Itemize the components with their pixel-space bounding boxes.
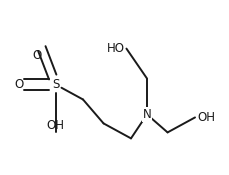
- Text: S: S: [52, 78, 59, 91]
- Text: N: N: [142, 108, 151, 121]
- Text: HO: HO: [107, 42, 125, 55]
- Text: OH: OH: [46, 119, 64, 132]
- Text: O: O: [33, 49, 42, 62]
- Text: O: O: [14, 78, 23, 91]
- Text: OH: OH: [196, 111, 214, 124]
